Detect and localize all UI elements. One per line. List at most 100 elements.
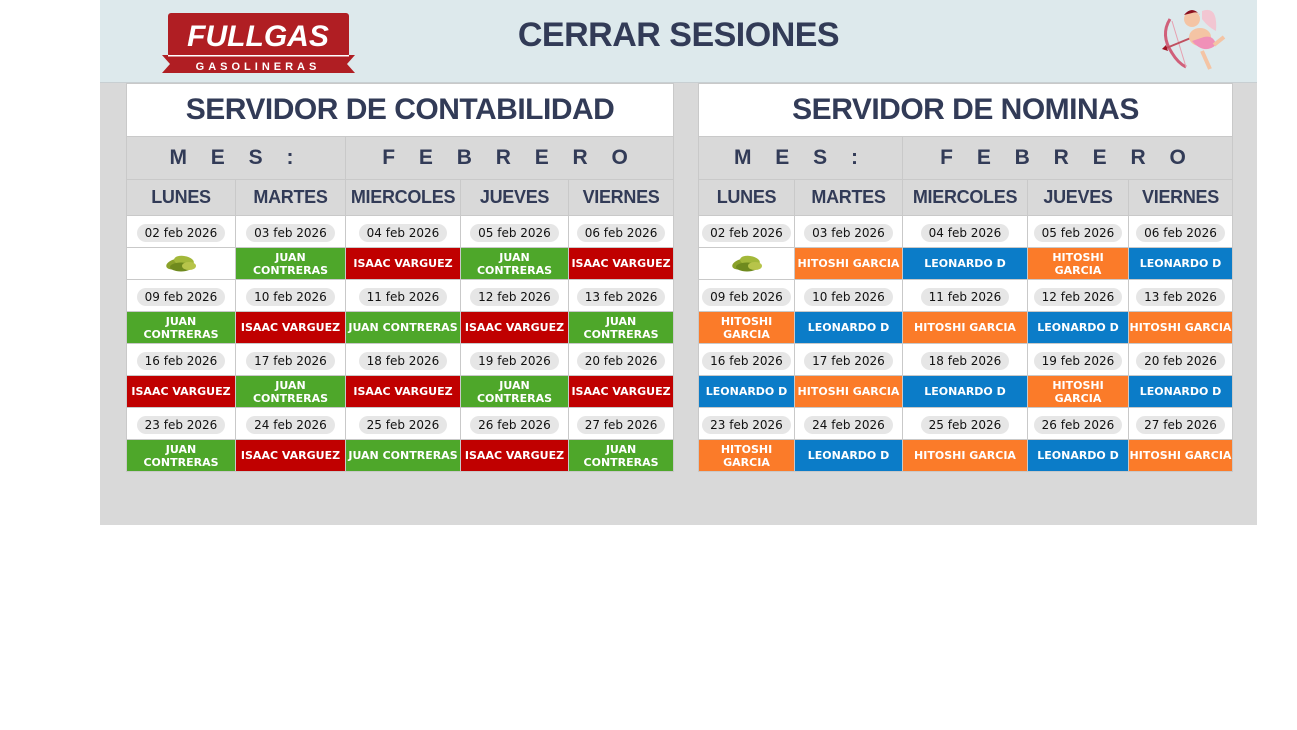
day-header: MARTES: [235, 179, 346, 216]
date-cell: 26 feb 2026: [1027, 407, 1129, 440]
assignee-cell[interactable]: HITOSHI GARCIA: [698, 311, 795, 344]
assignee-cell[interactable]: ISAAC VARGUEZ: [567, 247, 675, 280]
assignment-row: JUAN CONTRERAS ISAAC VARGUEZ JUAN CONTRERA…: [126, 311, 675, 344]
assignee-cell[interactable]: HITOSHI GARCIA: [902, 439, 1028, 472]
month-value: F E B R E R O: [344, 136, 675, 180]
assignee-cell[interactable]: LEONARDO D: [1127, 247, 1234, 280]
assignee-cell[interactable]: ISAAC VARGUEZ: [235, 311, 346, 344]
date-cell: 13 feb 2026: [567, 279, 675, 312]
assignee-cell[interactable]: LEONARDO D: [794, 439, 903, 472]
date-pill: 10 feb 2026: [246, 287, 335, 306]
assignee-cell[interactable]: JUAN CONTRERAS: [235, 375, 346, 408]
assignee-cell[interactable]: JUAN CONTRERAS: [345, 311, 461, 344]
server-title: SERVIDOR DE CONTABILIDAD: [125, 83, 675, 137]
date-pill: 23 feb 2026: [702, 415, 791, 434]
assignee-cell[interactable]: LEONARDO D: [902, 247, 1028, 280]
assignee-cell[interactable]: JUAN CONTRERAS: [126, 311, 236, 344]
assignee-cell[interactable]: LEONARDO D: [698, 375, 795, 408]
assignee-cell[interactable]: LEONARDO D: [1127, 375, 1234, 408]
date-pill: 05 feb 2026: [470, 223, 559, 242]
date-row: 02 feb 2026 03 feb 2026 04 feb 2026 05 feb …: [126, 215, 675, 248]
date-cell: 06 feb 2026: [567, 215, 675, 248]
assignee-cell[interactable]: JUAN CONTRERAS: [567, 311, 675, 344]
assignee-cell[interactable]: LEONARDO D: [1027, 439, 1129, 472]
date-cell: 24 feb 2026: [794, 407, 903, 440]
date-cell: 19 feb 2026: [1027, 343, 1129, 376]
assignee-cell[interactable]: ISAAC VARGUEZ: [235, 439, 346, 472]
date-pill: 16 feb 2026: [136, 351, 226, 370]
assignment-row: HITOSHI GARCIA LEONARDO D HITOSHI GARCIA LE…: [698, 247, 1234, 280]
date-cell: 05 feb 2026: [1027, 215, 1129, 248]
date-cell: 02 feb 2026: [126, 215, 236, 248]
assignee-cell[interactable]: ISAAC VARGUEZ: [567, 375, 675, 408]
assignee-cell[interactable]: HITOSHI GARCIA: [1027, 375, 1129, 408]
date-cell: 17 feb 2026: [794, 343, 903, 376]
assignment-row: HITOSHI GARCIA LEONARDO D HITOSHI GARCIA LE…: [698, 311, 1234, 344]
date-cell: 23 feb 2026: [698, 407, 795, 440]
assignee-cell[interactable]: ISAAC VARGUEZ: [460, 439, 569, 472]
date-pill: 03 feb 2026: [246, 223, 335, 242]
date-pill: 26 feb 2026: [470, 415, 559, 434]
assignee-cell[interactable]: LEONARDO D: [1027, 311, 1129, 344]
date-cell: 13 feb 2026: [1127, 279, 1234, 312]
page-title: CERRAR SESIONES: [517, 16, 840, 54]
assignee-cell[interactable]: HITOSHI GARCIA: [698, 439, 795, 472]
date-pill: 18 feb 2026: [920, 351, 1010, 370]
date-pill: 04 feb 2026: [358, 223, 448, 242]
assignee-cell[interactable]: JUAN CONTRERAS: [235, 247, 346, 280]
date-cell: 20 feb 2026: [1127, 343, 1234, 376]
date-cell: 03 feb 2026: [235, 215, 346, 248]
date-row: 23 feb 2026 24 feb 2026 25 feb 2026 26 feb …: [698, 407, 1234, 440]
date-cell: 12 feb 2026: [1027, 279, 1129, 312]
month-label: M E S :: [698, 136, 903, 180]
date-pill: 13 feb 2026: [1136, 287, 1225, 306]
assignee-cell[interactable]: JUAN CONTRERAS: [460, 375, 569, 408]
date-pill: 02 feb 2026: [702, 223, 791, 242]
assignee-cell[interactable]: HITOSHI GARCIA: [1127, 311, 1234, 344]
day-header: LUNES: [698, 179, 795, 216]
assignee-cell[interactable]: HITOSHI GARCIA: [1027, 247, 1129, 280]
date-pill: 26 feb 2026: [1033, 415, 1123, 434]
date-pill: 09 feb 2026: [702, 287, 791, 306]
assignee-cell[interactable]: JUAN CONTRERAS: [345, 439, 461, 472]
table-nominas: SERVIDOR DE NOMINAS M E S :F E B R E R O L…: [697, 83, 1234, 472]
svg-text:GASOLINERAS: GASOLINERAS: [196, 61, 321, 73]
date-cell: 23 feb 2026: [126, 407, 236, 440]
date-pill: 17 feb 2026: [804, 351, 893, 370]
date-cell: 19 feb 2026: [460, 343, 569, 376]
date-row: 09 feb 2026 10 feb 2026 11 feb 2026 12 feb …: [126, 279, 675, 312]
assignee-cell[interactable]: HITOSHI GARCIA: [794, 375, 903, 408]
date-pill: 20 feb 2026: [576, 351, 666, 370]
date-pill: 02 feb 2026: [136, 223, 226, 242]
assignee-cell[interactable]: ISAAC VARGUEZ: [345, 247, 461, 280]
assignee-cell[interactable]: JUAN CONTRERAS: [126, 439, 236, 472]
tamales-icon: [126, 247, 236, 280]
day-header: JUEVES: [460, 179, 569, 216]
date-pill: 17 feb 2026: [246, 351, 335, 370]
month-value: F E B R E R O: [901, 136, 1234, 180]
assignee-cell[interactable]: JUAN CONTRERAS: [460, 247, 569, 280]
fullgas-logo: FULLGAS GASOLINERAS: [162, 13, 355, 73]
month-label: M E S :: [126, 136, 346, 180]
date-row: 02 feb 2026 03 feb 2026 04 feb 2026 05 feb …: [698, 215, 1234, 248]
assignee-cell[interactable]: ISAAC VARGUEZ: [126, 375, 236, 408]
assignee-cell[interactable]: ISAAC VARGUEZ: [460, 311, 569, 344]
assignee-cell[interactable]: HITOSHI GARCIA: [902, 311, 1028, 344]
day-header: MARTES: [794, 179, 903, 216]
date-row: 09 feb 2026 10 feb 2026 11 feb 2026 12 feb …: [698, 279, 1234, 312]
date-pill: 25 feb 2026: [920, 415, 1010, 434]
date-cell: 25 feb 2026: [345, 407, 461, 440]
date-pill: 11 feb 2026: [358, 287, 448, 306]
assignee-cell[interactable]: LEONARDO D: [794, 311, 903, 344]
assignment-row: LEONARDO D HITOSHI GARCIA LEONARDO D HITOSH…: [698, 375, 1234, 408]
date-pill: 20 feb 2026: [1136, 351, 1225, 370]
assignee-cell[interactable]: ISAAC VARGUEZ: [345, 375, 461, 408]
assignee-cell[interactable]: HITOSHI GARCIA: [794, 247, 903, 280]
assignee-cell[interactable]: JUAN CONTRERAS: [567, 439, 675, 472]
cupid-icon: [1162, 9, 1226, 70]
assignee-cell[interactable]: HITOSHI GARCIA: [1127, 439, 1234, 472]
date-pill: 12 feb 2026: [470, 287, 559, 306]
date-cell: 18 feb 2026: [345, 343, 461, 376]
date-cell: 12 feb 2026: [460, 279, 569, 312]
assignee-cell[interactable]: LEONARDO D: [902, 375, 1028, 408]
